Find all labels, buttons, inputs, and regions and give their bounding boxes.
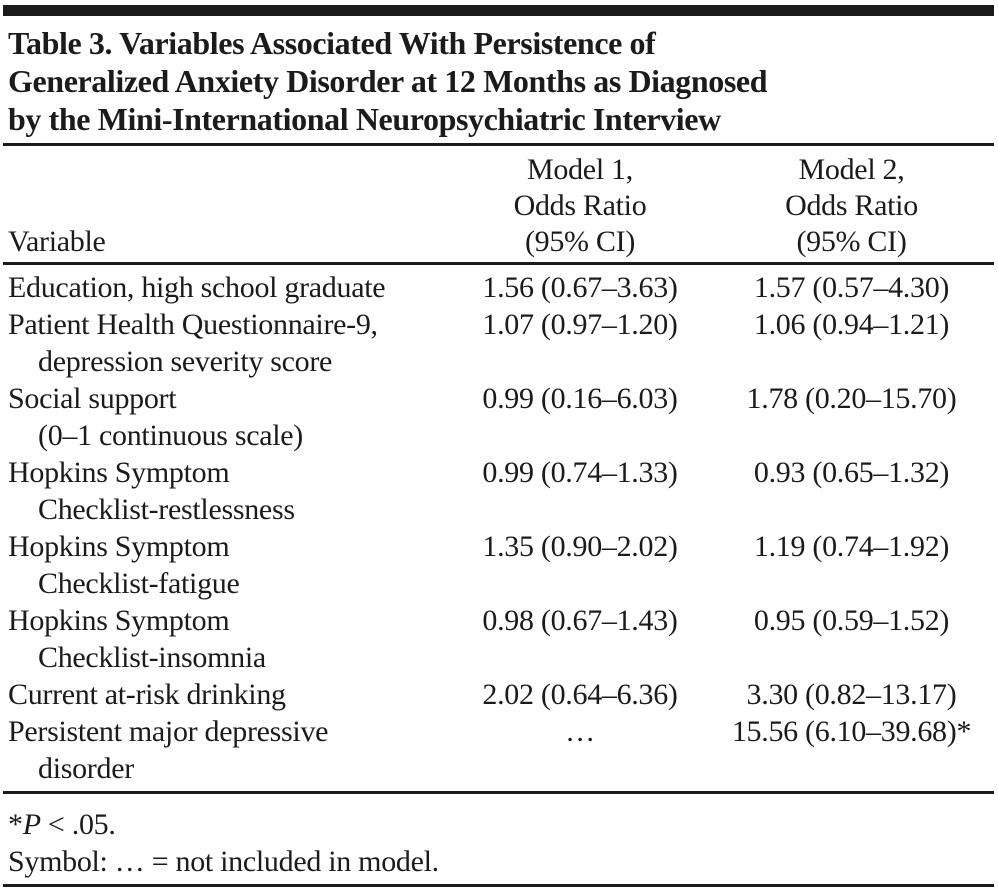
model2-value-cell: 0.95 (0.59–1.52) [753, 604, 950, 637]
variable-name: Hopkins Symptom [8, 604, 230, 637]
variable-name-continuation: (0–1 continuous scale) [38, 419, 303, 452]
column-header-model2-line: (95% CI) [796, 225, 907, 258]
variable-name: Education, high school graduate [8, 271, 386, 304]
column-header-model2-line: Model 2, [798, 153, 905, 186]
model2-value-cell: 3.30 (0.82–13.17) [746, 678, 957, 711]
table-footnotes: *P < .05. Symbol: … = not included in mo… [0, 794, 998, 880]
title-divider-rule [3, 143, 994, 146]
significance-marker: * [8, 808, 23, 841]
table-title-line: Generalized Anxiety Disorder at 12 Month… [8, 63, 768, 99]
model1-value-cell: 1.35 (0.90–2.02) [482, 530, 678, 563]
column-header-model1: Model 1, Odds Ratio (95% CI) [455, 152, 705, 260]
model1-value-cell: 0.99 (0.16–6.03) [482, 382, 678, 415]
table-row: Hopkins Symptom Checklist-fatigue 1.35 (… [0, 528, 998, 602]
table-row: Patient Health Questionnaire-9, depressi… [0, 306, 998, 380]
variable-name-continuation: Checklist-restlessness [38, 493, 295, 526]
column-header-model1-line: (95% CI) [524, 225, 636, 258]
model2-value-cell: 1.19 (0.74–1.92) [753, 530, 950, 563]
column-header-model2-line: Odds Ratio [785, 189, 918, 222]
variable-cell: Education, high school graduate [0, 269, 455, 306]
table-row: Current at-risk drinking 2.02 (0.64–6.36… [0, 676, 998, 713]
table-row: Social support (0–1 continuous scale) 0.… [0, 380, 998, 454]
significance-threshold: < .05. [40, 808, 116, 841]
table-top-rule [3, 5, 994, 16]
model1-value-cell: 0.99 (0.74–1.33) [482, 456, 678, 489]
column-header-model1-line: Odds Ratio [513, 189, 647, 222]
significance-p-symbol: P [22, 808, 41, 841]
model1-value-cell: 1.07 (0.97–1.20) [482, 308, 678, 341]
variable-name: Hopkins Symptom [8, 456, 230, 489]
model2-value-cell: 1.06 (0.94–1.21) [753, 308, 950, 341]
variable-name-continuation: Checklist-insomnia [38, 641, 266, 674]
variable-cell: Social support (0–1 continuous scale) [0, 380, 455, 454]
variable-name: Hopkins Symptom [8, 530, 230, 563]
model1-value-cell: 1.56 (0.67–3.63) [482, 271, 678, 304]
variable-name: Patient Health Questionnaire-9, [8, 308, 378, 341]
column-header-model1-line: Model 1, [527, 153, 633, 186]
variable-cell: Persistent major depressive disorder [0, 713, 455, 787]
table-title-line: Table 3. Variables Associated With Persi… [8, 25, 656, 61]
footnote-divider-rule [3, 791, 994, 794]
table-row: Hopkins Symptom Checklist-insomnia 0.98 … [0, 602, 998, 676]
model2-value-cell: 1.78 (0.20–15.70) [746, 382, 957, 415]
variable-name: Persistent major depressive [8, 715, 329, 748]
variable-name-continuation: Checklist-fatigue [38, 567, 240, 600]
table-row: Persistent major depressive disorder … 1… [0, 713, 998, 787]
table-header-row: Variable Model 1, Odds Ratio (95% CI) Mo… [0, 146, 998, 262]
model1-value-cell: 2.02 (0.64–6.36) [482, 678, 678, 711]
variable-cell: Hopkins Symptom Checklist-fatigue [0, 528, 455, 602]
header-divider-rule [3, 262, 994, 265]
model1-value-cell: … [565, 715, 595, 748]
variable-cell: Patient Health Questionnaire-9, depressi… [0, 306, 455, 380]
variable-name-continuation: disorder [38, 752, 134, 785]
model2-value-cell: 15.56 (6.10–39.68)* [731, 715, 972, 748]
model2-value-cell: 0.93 (0.65–1.32) [753, 456, 950, 489]
table-row: Education, high school graduate 1.56 (0.… [0, 269, 998, 306]
table-title-line: by the Mini-International Neuropsychiatr… [8, 101, 721, 137]
variable-cell: Hopkins Symptom Checklist-restlessness [0, 454, 455, 528]
table-body: Education, high school graduate 1.56 (0.… [0, 265, 998, 787]
column-header-variable: Variable [8, 225, 106, 258]
variable-name: Social support [8, 382, 177, 415]
variable-cell: Current at-risk drinking [0, 676, 455, 713]
variable-cell: Hopkins Symptom Checklist-insomnia [0, 602, 455, 676]
column-header-model2: Model 2, Odds Ratio (95% CI) [705, 152, 998, 260]
significance-footnote: *P < .05. [8, 806, 990, 843]
model1-value-cell: 0.98 (0.67–1.43) [482, 604, 678, 637]
table-title: Table 3. Variables Associated With Persi… [8, 24, 992, 138]
table-row: Hopkins Symptom Checklist-restlessness 0… [0, 454, 998, 528]
variable-name: Current at-risk drinking [8, 678, 286, 711]
symbol-footnote: Symbol: … = not included in model. [8, 845, 439, 878]
variable-name-continuation: depression severity score [38, 345, 333, 378]
table-bottom-rule [3, 884, 994, 887]
model2-value-cell: 1.57 (0.57–4.30) [753, 271, 950, 304]
